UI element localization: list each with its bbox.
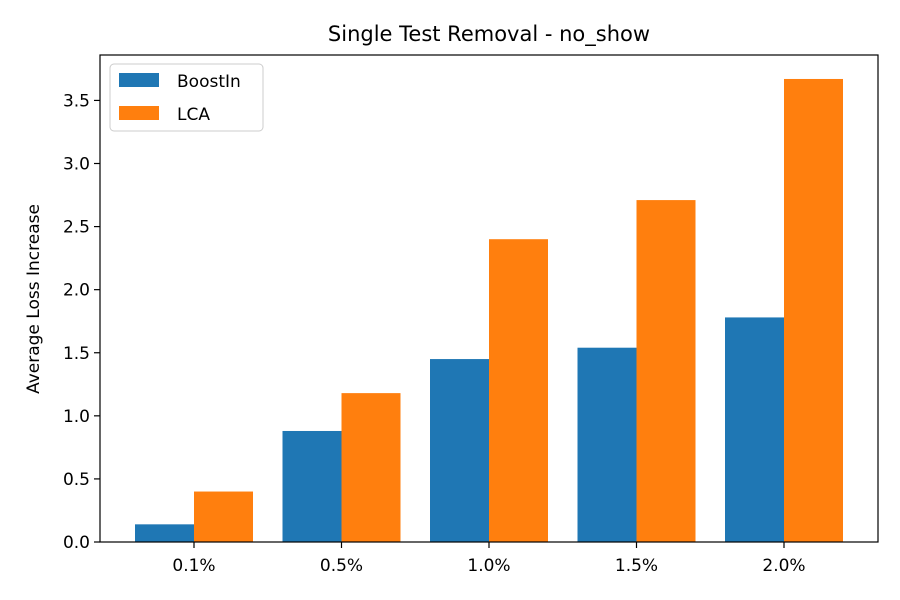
bar-lca-0-5 bbox=[341, 393, 401, 542]
legend-swatch-boostin bbox=[119, 73, 159, 87]
x-tick-label: 1.5% bbox=[615, 556, 658, 576]
y-tick-label: 3.0 bbox=[63, 155, 90, 175]
x-axis-ticks: 0.1% 0.5% 1.0% 1.5% 2.0% bbox=[172, 542, 806, 576]
chart-title: Single Test Removal - no_show bbox=[328, 22, 650, 47]
x-tick-label: 2.0% bbox=[762, 556, 805, 576]
y-tick-label: 2.5 bbox=[63, 218, 90, 238]
y-axis-label: Average Loss Increase bbox=[24, 204, 44, 394]
legend-label-boostin: BoostIn bbox=[177, 72, 241, 92]
plot-frame bbox=[99, 54, 879, 543]
x-tick-label: 0.1% bbox=[172, 556, 215, 576]
y-axis-ticks: 0.0 0.5 1.0 1.5 2.0 2.5 3.0 3.5 bbox=[63, 91, 100, 553]
y-tick-label: 1.0 bbox=[63, 407, 90, 427]
bar-boostin-0-5 bbox=[282, 430, 342, 542]
bar-lca-0-1 bbox=[194, 491, 253, 542]
y-tick-label: 2.0 bbox=[63, 281, 90, 301]
bar-lca-1-5 bbox=[636, 200, 696, 542]
y-tick-label: 3.5 bbox=[63, 91, 90, 111]
bar-boostin-2-0 bbox=[725, 317, 784, 542]
bar-lca-1-0 bbox=[489, 239, 548, 542]
legend-swatch-lca bbox=[119, 106, 159, 120]
bar-boostin-0-1 bbox=[135, 524, 194, 542]
x-tick-label: 1.0% bbox=[467, 556, 510, 576]
bar-boostin-1-5 bbox=[577, 347, 637, 542]
legend: BoostIn LCA bbox=[109, 63, 264, 132]
legend-label-lca: LCA bbox=[177, 105, 210, 125]
y-tick-label: 0.0 bbox=[63, 533, 90, 553]
bar-boostin-1-0 bbox=[430, 359, 489, 542]
bar-lca-2-0 bbox=[784, 78, 843, 543]
bars-group bbox=[135, 78, 843, 543]
y-tick-label: 1.5 bbox=[63, 344, 90, 364]
y-tick-label: 0.5 bbox=[63, 470, 90, 490]
x-tick-label: 0.5% bbox=[320, 556, 363, 576]
